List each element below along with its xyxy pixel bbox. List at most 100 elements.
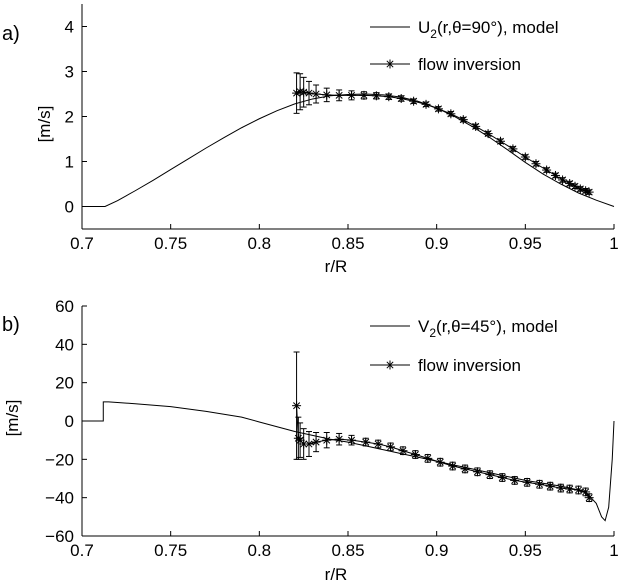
legend-b-inversion-label: flow inversion <box>418 356 521 375</box>
ylabel-b: [m/s] <box>3 400 22 437</box>
data-point-a <box>384 92 394 102</box>
panel-label-a: a) <box>2 23 20 45</box>
data-point-a <box>322 90 332 100</box>
x-tick-label-a: 0.85 <box>331 234 364 253</box>
legend-b-model-sub: 2 <box>429 326 436 340</box>
data-point-a <box>558 175 568 185</box>
x-tick-label-b: 0.7 <box>70 541 94 560</box>
data-point-b <box>386 442 396 452</box>
data-point-a <box>299 87 309 97</box>
x-tick-label-b: 0.95 <box>509 541 542 560</box>
data-point-b <box>460 464 470 474</box>
data-point-a <box>508 144 518 154</box>
data-point-b <box>410 450 420 460</box>
data-point-a <box>409 96 419 106</box>
legend-b-model-rest: (r,θ=45°), model <box>436 317 558 336</box>
data-point-a <box>347 90 357 100</box>
plot-area-b: 0.7 0.75 0.8 0.85 0.9 0.95 1 −60 −40 −20 0 20 40 60 <box>45 297 618 560</box>
series-line-a-0 <box>82 93 615 207</box>
legend-b-inversion-star <box>385 360 395 370</box>
data-point-b <box>522 477 532 487</box>
data-point-a <box>421 99 431 109</box>
data-point-a <box>334 90 344 100</box>
panel-b: b) [m/s] r/R 0.7 0.75 0.8 0.85 0.9 0.95 1 −60 −4… <box>2 297 618 583</box>
data-point-b <box>485 470 495 480</box>
x-tick-label-b: 1 <box>609 541 618 560</box>
legend-a-inversion-label: flow inversion <box>418 55 521 74</box>
data-point-a <box>458 115 468 125</box>
data-point-a <box>483 129 493 139</box>
x-tick-label-a: 0.75 <box>154 234 187 253</box>
y-tick-label-b: −20 <box>45 450 74 469</box>
legend-star-b <box>385 360 395 370</box>
xlabel-b: r/R <box>325 565 348 583</box>
x-tick-label-b: 0.75 <box>154 541 187 560</box>
panel-label-b: b) <box>2 314 20 336</box>
x-tick-label-b: 0.9 <box>425 541 449 560</box>
legend-b-model-main: V <box>418 317 430 336</box>
data-point-b <box>311 437 321 447</box>
y-tick-label-a: 3 <box>65 63 74 82</box>
legend-a-model-rest: (r,θ=90°), model <box>437 18 559 37</box>
data-point-a <box>584 187 594 197</box>
plot-area-a: 0.7 0.75 0.8 0.85 0.9 0.95 1 0 1 2 3 4 <box>65 4 618 253</box>
data-point-b <box>398 446 408 456</box>
data-point-b <box>423 453 433 463</box>
legend-a-inversion-star <box>385 59 395 69</box>
panel-a: a) [m/s] r/R 0.7 0.75 0.8 0.85 0.9 0.95 1 0 1 2 3 4… <box>2 4 618 276</box>
data-point-a <box>371 91 381 101</box>
series-line-b-0 <box>82 401 615 522</box>
legend-a: U2(r,θ=90°), model flow inversion <box>370 18 559 74</box>
data-point-b <box>497 473 507 483</box>
y-tick-label-b: 20 <box>55 374 74 393</box>
x-tick-label-a: 0.8 <box>248 234 272 253</box>
data-point-b <box>472 467 482 477</box>
y-tick-label-b: 40 <box>55 335 74 354</box>
y-tick-label-b: −40 <box>45 489 74 508</box>
y-tick-label-a: 4 <box>65 18 74 37</box>
data-point-a <box>496 136 506 146</box>
data-point-a <box>304 88 314 98</box>
data-point-b <box>322 435 332 445</box>
y-tick-label-b: 60 <box>55 297 74 316</box>
y-tick-label-a: 0 <box>65 198 74 217</box>
data-point-a <box>550 170 560 180</box>
legend-b-model-label: V2(r,θ=45°), model <box>418 317 558 340</box>
data-point-b <box>361 437 371 447</box>
data-point-b <box>304 439 314 449</box>
x-tick-label-a: 0.7 <box>70 234 94 253</box>
data-point-b <box>448 461 458 471</box>
data-point-a <box>471 121 481 131</box>
data-point-b <box>435 457 445 467</box>
data-point-b <box>574 485 584 495</box>
data-point-a <box>446 109 456 119</box>
data-point-a <box>433 104 443 114</box>
legend-star-a <box>385 59 395 69</box>
ylabel-a: [m/s] <box>35 106 54 143</box>
x-tick-label-b: 0.8 <box>248 541 272 560</box>
data-point-b <box>510 475 520 485</box>
data-point-b <box>584 493 594 503</box>
x-tick-label-a: 0.9 <box>425 234 449 253</box>
legend-a-model-sub: 2 <box>430 27 437 41</box>
y-tick-label-b: −60 <box>45 527 74 546</box>
data-point-a <box>396 94 406 103</box>
data-point-a <box>359 90 369 100</box>
data-point-b <box>373 439 383 449</box>
series-line-a-1 <box>296 91 590 193</box>
data-point-b <box>565 484 575 494</box>
data-point-a <box>531 159 541 169</box>
y-tick-label-b: 0 <box>65 412 74 431</box>
data-point-b <box>334 434 344 444</box>
xlabel-a: r/R <box>325 257 348 276</box>
y-tick-label-a: 1 <box>65 153 74 172</box>
data-point-a <box>311 89 321 99</box>
x-tick-label-b: 0.85 <box>331 541 364 560</box>
data-point-b <box>556 483 566 493</box>
legend-b: V2(r,θ=45°), model flow inversion <box>370 317 558 375</box>
data-point-a <box>542 165 552 175</box>
data-point-b <box>545 481 555 491</box>
legend-a-model-main: U <box>418 18 430 37</box>
data-point-a <box>520 152 530 162</box>
